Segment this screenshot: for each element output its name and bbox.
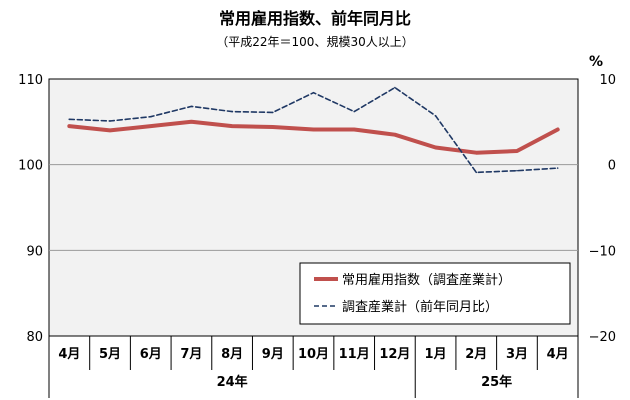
legend-label-index: 常用雇用指数（調査産業計） — [342, 272, 511, 288]
data-point — [394, 133, 396, 136]
legend-box — [299, 262, 571, 325]
right-tick-label: 10 — [599, 73, 616, 88]
x-tick-label: 3月 — [506, 347, 528, 362]
data-point — [272, 126, 274, 128]
data-point — [516, 169, 518, 172]
x-tick-label: 2月 — [465, 347, 487, 362]
left-axis-ticks: 80 90 100 110 — [18, 73, 43, 345]
right-axis-unit: % — [589, 54, 603, 70]
left-tick-label: 110 — [18, 73, 43, 88]
right-tick-label: 0 — [608, 159, 616, 174]
legend: 常用雇用指数（調査産業計） 調査産業計（前年同月比） — [299, 262, 571, 325]
data-point — [109, 129, 111, 132]
data-point — [190, 105, 193, 108]
year-group-label: 24年 — [217, 374, 248, 390]
data-point — [556, 128, 559, 131]
right-axis-ticks: −20 −10 0 10 — [589, 73, 616, 345]
data-point — [231, 110, 233, 113]
data-point — [272, 111, 274, 114]
x-tick-label: 1月 — [425, 347, 447, 362]
right-tick-label: −10 — [589, 244, 616, 259]
data-point — [231, 125, 233, 127]
year-group-label: 25年 — [481, 374, 512, 390]
data-point — [353, 110, 355, 113]
x-axis: 4月 5月 6月 7月 8月 9月 10月 11月 12月 1月 2月 3月 4月 24年 25年 — [48, 336, 579, 398]
data-point — [556, 167, 559, 169]
left-tick-label: 100 — [18, 159, 43, 174]
data-point — [68, 118, 71, 121]
data-point — [312, 128, 315, 131]
x-tick-label: 5月 — [99, 347, 121, 362]
x-tick-label: 7月 — [180, 347, 202, 362]
grid-lines — [49, 164, 578, 251]
right-tick-label: −20 — [589, 330, 616, 345]
data-point — [109, 120, 111, 122]
x-tick-label: 6月 — [140, 347, 162, 362]
x-tick-label: 12月 — [379, 347, 410, 362]
x-tick-label: 10月 — [298, 347, 329, 362]
data-point — [394, 86, 396, 89]
x-tick-label: 4月 — [58, 347, 80, 362]
data-point — [475, 151, 478, 154]
data-point — [149, 115, 152, 118]
data-point — [475, 171, 478, 174]
data-point — [434, 146, 437, 149]
x-tick-label: 11月 — [339, 347, 370, 362]
legend-label-yoy: 調査産業計（前年同月比） — [342, 299, 498, 315]
chart-title: 常用雇用指数、前年同月比 — [219, 9, 411, 28]
data-point — [190, 121, 193, 123]
x-tick-label: 4月 — [547, 347, 569, 362]
data-point — [68, 125, 71, 127]
data-point — [149, 125, 152, 127]
data-point — [312, 91, 315, 94]
left-tick-label: 90 — [26, 244, 43, 259]
data-point — [516, 150, 518, 152]
data-point — [353, 128, 355, 131]
data-point — [434, 115, 437, 117]
series-layer — [67, 86, 560, 174]
left-tick-label: 80 — [26, 330, 43, 345]
x-tick-label: 9月 — [262, 347, 284, 362]
x-tick-label: 8月 — [221, 347, 243, 362]
chart-subtitle: （平成22年＝100、規模30人以上） — [216, 34, 413, 49]
